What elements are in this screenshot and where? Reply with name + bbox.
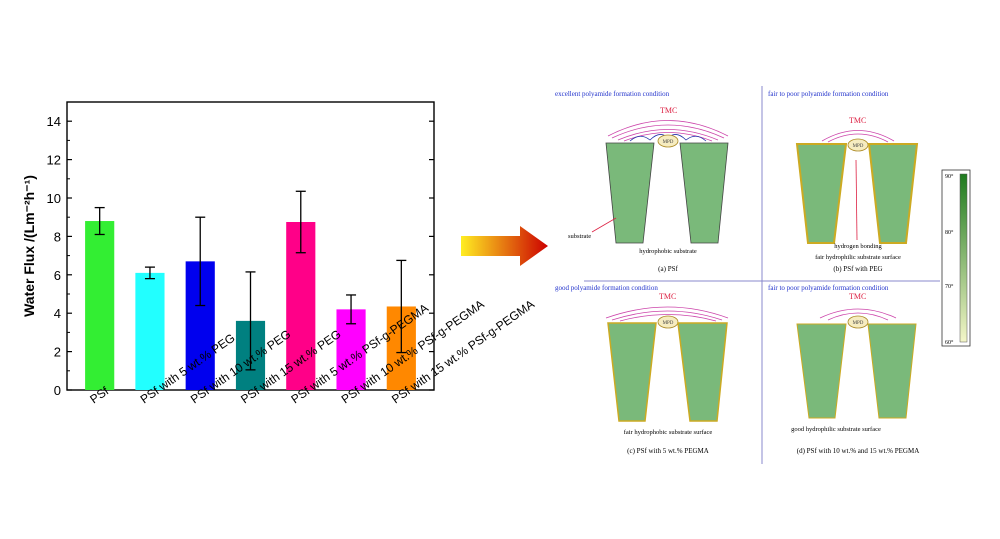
panel-c-substrate-right xyxy=(677,322,728,422)
y-tick-label: 12 xyxy=(47,153,61,168)
y-tick-label: 10 xyxy=(47,191,61,206)
error-bars xyxy=(94,190,407,371)
panel-b-substrate-right xyxy=(867,143,919,244)
panel-d-mpd-label: MPD xyxy=(853,321,864,326)
colorbar-label-70: 70° xyxy=(945,283,954,290)
panel-b-pointer xyxy=(855,159,858,241)
bar xyxy=(85,221,115,390)
panel-c-heading: good polyamide formation condition xyxy=(555,284,658,292)
panel-a-substrate-right xyxy=(679,142,729,244)
panel-c-caption: (c) PSf with 5 wt.% PEGMA xyxy=(627,447,709,455)
panel-b-surface-note: fair hydrophilic substrate surface xyxy=(815,254,901,261)
panel-d: fair to poor polyamide formation conditi… xyxy=(768,284,919,455)
panel-b-tmc-label: TMC xyxy=(849,116,866,125)
y-tick-label: 14 xyxy=(47,114,61,129)
panel-a-surface-note: hydrophobic substrate xyxy=(639,248,697,255)
panel-d-caption: (d) PSf with 10 wt.% and 15 wt.% PEGMA xyxy=(797,447,920,455)
bar xyxy=(135,272,165,390)
panel-a-tmc-layers xyxy=(607,120,729,142)
panel-a-mpd-label: MPD xyxy=(663,140,674,145)
panel-c-tmc-layers xyxy=(605,306,729,322)
y-tick-label: 0 xyxy=(54,383,61,398)
panel-d-substrate-left xyxy=(796,323,847,419)
y-axis-label: Water Flux /(Lm⁻²h⁻¹) xyxy=(21,175,37,317)
panel-b-caption: (b) PSf with PEG xyxy=(833,265,882,273)
panel-a: excellent polyamide formation condition … xyxy=(555,90,729,273)
y-tick-label: 8 xyxy=(54,229,61,244)
y-tick-label: 2 xyxy=(54,345,61,360)
panel-b-bond-note: hydrogen bonding xyxy=(834,243,882,250)
y-tick-label: 6 xyxy=(54,268,61,283)
panel-c-mpd-bubble xyxy=(657,315,679,329)
panel-a-heading: excellent polyamide formation condition xyxy=(555,90,670,98)
panel-c: good polyamide formation condition TMC M… xyxy=(555,284,729,455)
panel-d-tmc-layers xyxy=(819,308,897,321)
y-tick-label: 4 xyxy=(54,306,61,321)
panel-c-tmc-label: TMC xyxy=(659,292,676,301)
panel-d-substrate-right xyxy=(867,323,917,419)
panel-a-tmc-label: TMC xyxy=(660,106,677,115)
panel-d-surface-note: good hydrophilic substrate surface xyxy=(791,426,881,433)
panel-c-mpd-label: MPD xyxy=(663,321,674,326)
panel-b-mpd-label: MPD xyxy=(853,144,864,149)
panel-d-mpd-bubble xyxy=(847,315,869,329)
panel-b-mpd-bubble xyxy=(847,138,869,152)
panel-a-pointer xyxy=(591,217,617,233)
colorbar-label-60: 60° xyxy=(945,339,954,346)
panel-c-substrate-left xyxy=(607,322,657,422)
transition-arrow xyxy=(461,226,548,266)
panel-c-surface-note: fair hydrophobic substrate surface xyxy=(624,429,713,436)
panel-d-tmc-label: TMC xyxy=(849,292,866,301)
panel-b-tmc-layers xyxy=(821,130,895,143)
y-axis: 0 2 4 6 8 10 12 14 xyxy=(47,114,434,398)
panel-a-caption: (a) PSf xyxy=(658,265,678,273)
panel-b-substrate-left xyxy=(795,143,848,244)
panel-a-substrate-left xyxy=(605,142,655,244)
colorbar-label-90: 90° xyxy=(945,173,954,180)
panel-b: fair to poor polyamide formation conditi… xyxy=(768,90,919,273)
panel-a-substrate-note: substrate xyxy=(568,233,591,240)
contact-angle-colorbar: 90° 80° 70° 60° xyxy=(941,169,971,347)
panel-d-heading: fair to poor polyamide formation conditi… xyxy=(768,284,889,292)
panel-a-mpd-bubble xyxy=(657,134,679,148)
panel-b-heading: fair to poor polyamide formation conditi… xyxy=(768,90,889,98)
colorbar-gradient xyxy=(959,173,968,343)
colorbar-label-80: 80° xyxy=(945,229,954,236)
